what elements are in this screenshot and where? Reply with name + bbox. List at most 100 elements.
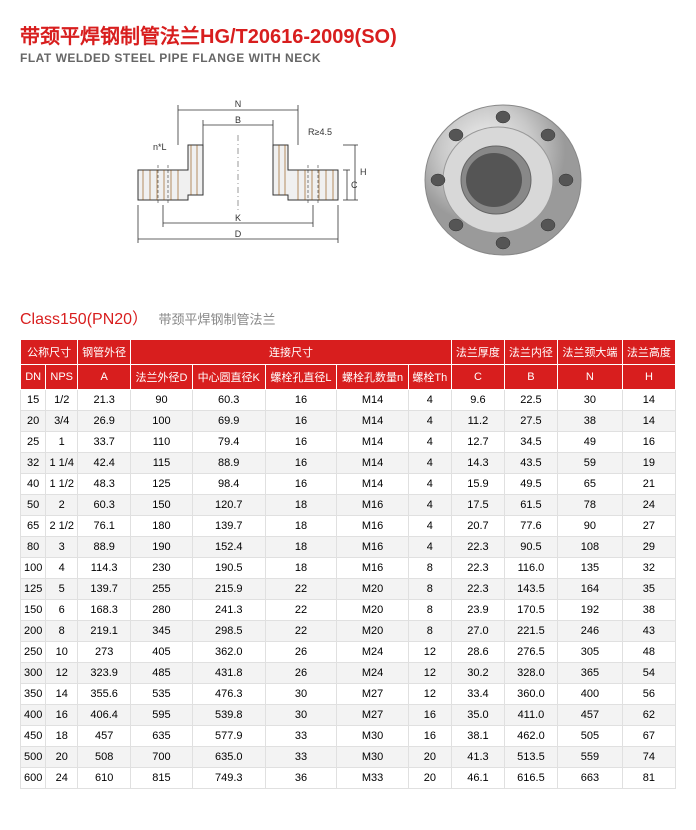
table-cell: 16 (408, 705, 451, 726)
diagram-container: N B R≥4.5 n*L (20, 95, 676, 265)
table-cell: 38 (622, 600, 675, 621)
table-cell: 8 (408, 558, 451, 579)
table-cell: 457 (78, 726, 131, 747)
table-cell: 14 (46, 684, 78, 705)
table-cell: 18 (265, 537, 337, 558)
dim-R: R≥4.5 (308, 127, 332, 137)
table-cell: 19 (622, 453, 675, 474)
table-cell: 46.1 (451, 768, 504, 789)
table-cell: 450 (21, 726, 46, 747)
table-cell: 663 (557, 768, 622, 789)
table-cell: 16 (265, 453, 337, 474)
table-cell: 26.9 (78, 411, 131, 432)
table-cell: 168.3 (78, 600, 131, 621)
table-cell: 170.5 (504, 600, 557, 621)
table-cell: 246 (557, 621, 622, 642)
table-cell: 40 (21, 474, 46, 495)
table-row: 40016406.4595539.830M271635.0411.045762 (21, 705, 676, 726)
table-cell: 2 1/2 (46, 516, 78, 537)
table-cell: 3/4 (46, 411, 78, 432)
th-H: H (622, 365, 675, 390)
table-row: 50260.3150120.718M16417.561.57824 (21, 495, 676, 516)
dim-nL: n*L (153, 142, 167, 152)
table-cell: 1 (46, 432, 78, 453)
table-cell: 1 1/4 (46, 453, 78, 474)
table-cell: 749.3 (192, 768, 265, 789)
table-title-main: Class150(PN20） (20, 311, 148, 328)
table-cell: 505 (557, 726, 622, 747)
table-cell: M24 (337, 642, 409, 663)
table-cell: 116.0 (504, 558, 557, 579)
table-cell: 65 (21, 516, 46, 537)
table-cell: M16 (337, 558, 409, 579)
table-cell: 300 (21, 663, 46, 684)
table-row: 80388.9190152.418M16422.390.510829 (21, 537, 676, 558)
table-cell: 108 (557, 537, 622, 558)
table-cell: 431.8 (192, 663, 265, 684)
table-row: 25133.711079.416M14412.734.54916 (21, 432, 676, 453)
table-cell: 15 (21, 390, 46, 411)
table-row: 50020508700635.033M302041.3513.555974 (21, 747, 676, 768)
spec-table: 公称尺寸 钢管外径 连接尺寸 法兰厚度 法兰内径 法兰颈大端 法兰高度 DN N… (20, 339, 676, 789)
table-cell: 350 (21, 684, 46, 705)
table-cell: 22.3 (451, 558, 504, 579)
table-cell: 700 (131, 747, 193, 768)
table-title-sub: 带颈平焊钢制管法兰 (159, 312, 276, 327)
table-cell: 12 (408, 642, 451, 663)
table-row: 30012323.9485431.826M241230.2328.036554 (21, 663, 676, 684)
table-title: Class150(PN20） 带颈平焊钢制管法兰 (20, 305, 676, 329)
table-cell: 12 (46, 663, 78, 684)
table-cell: 406.4 (78, 705, 131, 726)
table-cell: 12 (408, 684, 451, 705)
th-flange-th: 法兰厚度 (451, 340, 504, 365)
table-cell: 17.5 (451, 495, 504, 516)
table-cell: 4 (408, 474, 451, 495)
table-cell: 27.0 (451, 621, 504, 642)
table-cell: 362.0 (192, 642, 265, 663)
table-cell: 115 (131, 453, 193, 474)
table-cell: 345 (131, 621, 193, 642)
table-cell: 100 (21, 558, 46, 579)
table-cell: 26 (265, 663, 337, 684)
table-cell: 135 (557, 558, 622, 579)
title-chinese: 带颈平焊钢制管法兰HG/T20616-2009(SO) (20, 20, 676, 49)
table-cell: 298.5 (192, 621, 265, 642)
table-cell: 88.9 (78, 537, 131, 558)
table-cell: 328.0 (504, 663, 557, 684)
table-cell: 79.4 (192, 432, 265, 453)
table-cell: 41.3 (451, 747, 504, 768)
table-cell: 3 (46, 537, 78, 558)
table-row: 1004114.3230190.518M16822.3116.013532 (21, 558, 676, 579)
table-cell: 559 (557, 747, 622, 768)
table-cell: 355.6 (78, 684, 131, 705)
table-cell: 35 (622, 579, 675, 600)
table-cell: 38 (557, 411, 622, 432)
table-cell: M20 (337, 579, 409, 600)
table-cell: 8 (408, 621, 451, 642)
table-cell: 110 (131, 432, 193, 453)
table-cell: 8 (46, 621, 78, 642)
table-cell: 143.5 (504, 579, 557, 600)
table-cell: 20 (408, 747, 451, 768)
table-cell: 815 (131, 768, 193, 789)
table-cell: 65 (557, 474, 622, 495)
table-cell: 635.0 (192, 747, 265, 768)
table-cell: 32 (622, 558, 675, 579)
table-cell: 49.5 (504, 474, 557, 495)
table-cell: 24 (622, 495, 675, 516)
table-cell: 61.5 (504, 495, 557, 516)
table-cell: 1 1/2 (46, 474, 78, 495)
table-cell: 26 (265, 642, 337, 663)
table-cell: 11.2 (451, 411, 504, 432)
table-cell: 43 (622, 621, 675, 642)
table-cell: 405 (131, 642, 193, 663)
table-cell: 230 (131, 558, 193, 579)
table-cell: 4 (408, 453, 451, 474)
table-cell: 30 (265, 684, 337, 705)
table-cell: 30 (557, 390, 622, 411)
table-cell: 241.3 (192, 600, 265, 621)
table-cell: 9.6 (451, 390, 504, 411)
table-cell: 4 (46, 558, 78, 579)
table-cell: 43.5 (504, 453, 557, 474)
table-cell: 49 (557, 432, 622, 453)
